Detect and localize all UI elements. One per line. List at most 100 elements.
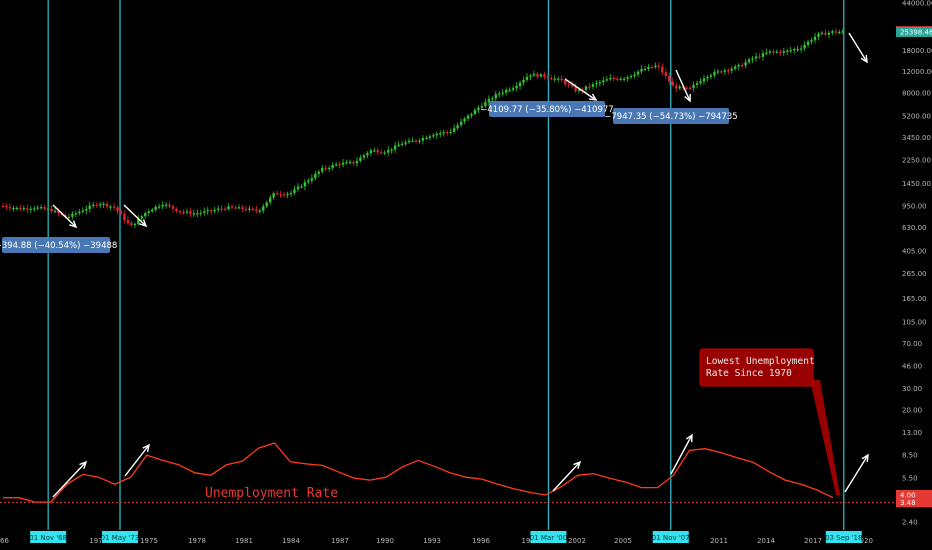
candle-body — [293, 189, 296, 193]
price-axis-tick: 2.40 — [902, 519, 918, 527]
candle-body — [740, 65, 744, 67]
candle-body — [487, 98, 491, 102]
candle-body — [130, 222, 133, 226]
time-axis-label: 2002 — [568, 537, 586, 545]
candle-body — [175, 208, 178, 212]
trend-arrow-shaft — [123, 204, 147, 227]
candle-body — [501, 92, 504, 94]
time-axis-label: 1981 — [235, 537, 253, 545]
time-axis-label: 1978 — [188, 537, 206, 545]
current-price-badge — [896, 27, 932, 38]
candle-body — [747, 59, 751, 63]
candle-body — [355, 160, 359, 164]
candle-body — [803, 44, 806, 49]
time-axis-label: 1984 — [282, 537, 300, 545]
price-axis-tick: 30.00 — [902, 385, 922, 393]
vertical-marker-layer — [47, 0, 845, 530]
trend-arrow-shaft — [52, 461, 87, 498]
candle-body — [661, 66, 664, 73]
price-axis-tick: 18000.00 — [902, 47, 932, 55]
candle-body — [782, 51, 785, 53]
candle-body — [577, 89, 581, 92]
candle-body — [178, 211, 182, 213]
candle-body — [727, 70, 730, 72]
candle-body — [678, 86, 681, 89]
candle-body — [418, 140, 421, 142]
candle-body — [234, 207, 237, 209]
price-axis-tick: 2250.00 — [902, 157, 931, 165]
vertical-marker-label: 01 Nov '68 — [29, 534, 67, 542]
candle-body — [39, 207, 43, 209]
candle-body — [102, 203, 105, 205]
time-axis-label: 1987 — [331, 537, 349, 545]
candle-body — [95, 204, 98, 206]
candle-body — [116, 207, 119, 211]
candle-body — [518, 82, 522, 87]
candle-body — [64, 214, 67, 218]
candle-body — [348, 161, 352, 164]
trend-arrow-head — [588, 93, 598, 101]
price-axis-tick: 3450.00 — [902, 134, 931, 142]
price-axis-tick: 265.00 — [902, 270, 927, 278]
candle-body — [289, 192, 293, 195]
time-axis-label: 2014 — [757, 537, 775, 545]
candle-body — [67, 216, 71, 219]
trend-arrow-shaft — [564, 78, 597, 101]
current-price-label: 4.00 — [900, 491, 916, 499]
candle-body — [26, 208, 29, 210]
candle-body — [477, 107, 480, 111]
candle-body — [338, 164, 341, 166]
candle-body — [459, 121, 463, 126]
price-axis-background — [896, 0, 932, 530]
candle-body — [810, 40, 813, 42]
candle-body — [345, 162, 348, 164]
candle-body — [619, 78, 622, 80]
candle-body — [463, 118, 466, 122]
candle-body — [164, 204, 168, 206]
candle-body — [327, 167, 331, 170]
trend-arrow-shaft — [124, 444, 150, 477]
candle-body — [685, 87, 688, 89]
candle-body — [657, 65, 661, 67]
candle-body — [140, 216, 144, 219]
price-axis-tick: 405.00 — [902, 247, 927, 255]
trend-arrows — [52, 32, 869, 498]
candle-body — [806, 41, 810, 45]
candle-body — [321, 167, 324, 172]
candle-body — [265, 202, 268, 207]
candle-body — [786, 50, 789, 52]
candle-body — [720, 71, 723, 73]
candle-body — [334, 164, 338, 166]
candle-body — [230, 206, 234, 208]
vertical-marker-label: 01 May '73 — [101, 534, 140, 542]
candle-body — [359, 157, 362, 161]
trend-arrow-shaft — [675, 69, 691, 102]
candle-body — [508, 89, 511, 91]
candle-body — [584, 86, 588, 90]
candle-body — [407, 140, 411, 143]
price-axis-tick: 13.00 — [902, 429, 922, 437]
candle-body — [71, 213, 74, 217]
time-axis-label: 2011 — [710, 537, 728, 545]
candle-body — [452, 128, 456, 132]
candle-body — [109, 206, 112, 208]
candle-body — [744, 62, 747, 66]
candle-body — [331, 165, 334, 168]
candle-body — [8, 207, 12, 209]
candle-body — [588, 86, 591, 88]
price-axis-tick: 5200.00 — [902, 112, 931, 120]
candle-body — [779, 51, 782, 53]
candle-body — [105, 203, 109, 207]
unemployment-line — [3, 442, 834, 503]
candle-body — [317, 171, 320, 174]
trend-arrow-shaft — [52, 204, 77, 228]
candle-body — [411, 140, 414, 142]
trend-arrow-head — [685, 433, 693, 443]
candle-body — [380, 152, 383, 154]
index-candles — [1, 28, 844, 228]
candle-body — [237, 207, 241, 209]
current-price-label: 25398.46 — [900, 29, 932, 37]
candle-body — [716, 71, 720, 73]
candle-body — [751, 58, 754, 60]
candle-body — [50, 208, 53, 212]
